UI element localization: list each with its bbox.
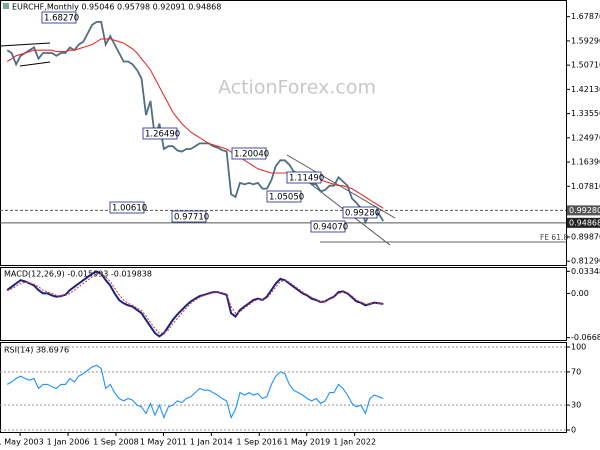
rsi-title: RSI(14) 38.6976 xyxy=(4,346,69,355)
annotation-box xyxy=(286,171,322,184)
macd-panel xyxy=(0,267,567,341)
series-line xyxy=(6,364,384,420)
price-marker-label: 0.94868 xyxy=(569,218,600,227)
annotation-box xyxy=(310,220,346,233)
y-tick-label: 1.24970 xyxy=(571,133,600,142)
x-tick-label: 1 Jan 2022 xyxy=(333,438,376,447)
trend-line xyxy=(0,42,51,47)
y-tick-label: 100 xyxy=(571,343,586,352)
annotation-label: 1.68270 xyxy=(44,14,79,24)
x-tick-label: 1 May 2019 xyxy=(283,438,330,447)
series-line xyxy=(6,273,384,334)
annotation-box xyxy=(231,147,267,160)
price-marker xyxy=(567,217,600,228)
annotation-label: 1.11490 xyxy=(289,174,324,184)
annotation-box xyxy=(109,201,145,214)
symbol-icon xyxy=(3,3,9,9)
y-tick-label: 1.59290 xyxy=(571,36,600,45)
price-panel xyxy=(0,0,567,266)
annotation-label: 0.99280 xyxy=(345,209,380,219)
x-tick-label: 1 Jan 2014 xyxy=(190,438,233,447)
annotation-box xyxy=(171,210,207,223)
fe-label: FE 61.8 xyxy=(540,233,568,242)
y-tick-label: 0.00 xyxy=(571,289,589,298)
annotation-label: 1.26490 xyxy=(145,130,180,140)
y-tick-label: 70 xyxy=(571,367,581,376)
annotation-box xyxy=(266,190,302,203)
rsi-panel xyxy=(0,342,567,433)
chart-title: EURCHF,Monthly 0.95046 0.95798 0.92091 0… xyxy=(12,3,221,12)
annotation-label: 1.00610 xyxy=(112,204,147,214)
price-marker xyxy=(567,205,600,216)
annotation-box xyxy=(41,11,77,24)
macd-title: MACD(12,26,9) -0.015993 -0.019838 xyxy=(4,270,152,279)
y-tick-label: 1.33550 xyxy=(571,109,600,118)
series-line xyxy=(6,21,385,226)
y-tick-label: 1.50710 xyxy=(571,61,600,70)
y-tick-label: 1.16390 xyxy=(571,158,600,167)
annotation-box xyxy=(342,206,378,219)
y-tick-label: -0.066837 xyxy=(571,333,600,342)
x-tick-label: 1 May 2003 xyxy=(0,438,44,447)
price-marker-label: 0.99280 xyxy=(569,206,600,215)
y-tick-label: 0 xyxy=(571,426,576,435)
annotation-label: 0.94070 xyxy=(313,223,348,233)
y-tick-label: 1.67870 xyxy=(571,12,600,21)
y-tick-label: 1.42130 xyxy=(571,85,600,94)
annotation-box xyxy=(142,127,178,140)
x-tick-label: 1 Jan 2006 xyxy=(47,438,90,447)
series-line xyxy=(6,270,384,338)
x-tick-label: 1 Sep 2016 xyxy=(236,438,282,447)
annotation-label: 0.97710 xyxy=(174,213,209,223)
x-tick-label: 1 Sep 2008 xyxy=(93,438,139,447)
x-tick-label: 1 May 2011 xyxy=(140,438,187,447)
annotation-label: 1.20040 xyxy=(234,150,269,160)
trend-line xyxy=(19,61,51,67)
annotation-label: 1.05050 xyxy=(269,193,304,203)
y-tick-label: 30 xyxy=(571,401,581,410)
watermark: ActionForex.com xyxy=(218,77,376,99)
y-tick-label: 0.033484 xyxy=(571,267,600,276)
